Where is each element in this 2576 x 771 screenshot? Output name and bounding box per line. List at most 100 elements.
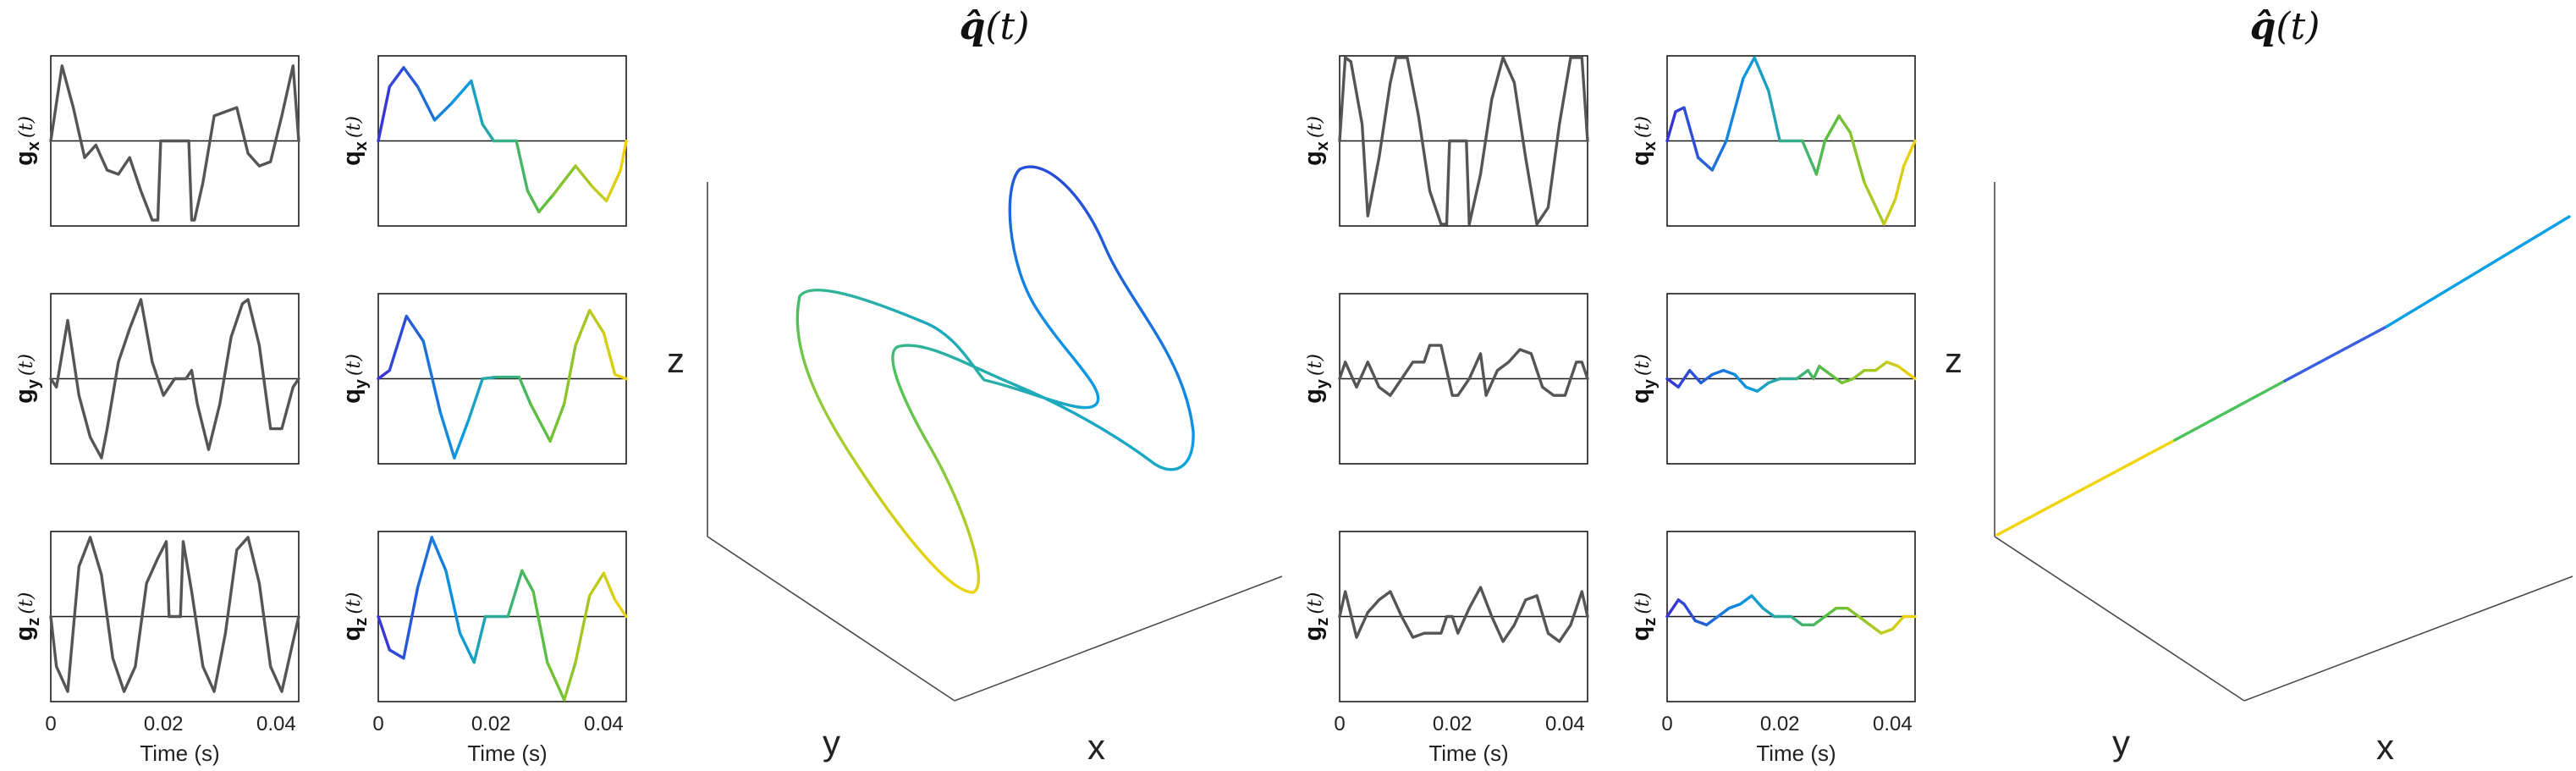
- right-moment-z-segment: [1716, 606, 1731, 619]
- left-moment-x-segment: [402, 66, 420, 89]
- ylabel-arg: (t): [344, 592, 365, 614]
- ylabel-letter: q: [339, 626, 366, 642]
- right-moment-y-segment: [1721, 368, 1737, 377]
- right-gradient-z-xtick: 0.04: [1545, 713, 1585, 735]
- right-moment-y-segment: [1744, 385, 1759, 393]
- right-gradient-x-subplot: gx (t): [1300, 55, 1589, 227]
- left-moment-x-segment: [526, 189, 541, 213]
- ylabel-subscript: x: [352, 141, 371, 151]
- left-moment-z-segment: [574, 594, 592, 664]
- right-moment-x-segment: [1682, 106, 1700, 159]
- right-3d-trajectory-mid: [2283, 325, 2388, 383]
- ylabel-letter: g: [11, 151, 38, 166]
- ylabel-subscript: z: [1641, 618, 1660, 626]
- right-moment-z-segment: [1738, 594, 1753, 606]
- left-moment-y-segment: [548, 402, 566, 443]
- ylabel-letter: q: [1627, 388, 1654, 404]
- right-moment-x-segment: [1801, 139, 1819, 176]
- right-gradient-z-subplot: gz (t) 0 0.02 0.04 Time (s): [1300, 531, 1589, 766]
- left-moment-z-xlabel: Time (s): [467, 741, 547, 766]
- ylabel-letter: q: [1627, 151, 1654, 166]
- right-gradient-z-xlabel: Time (s): [1428, 741, 1508, 766]
- left-moment-y-segment: [613, 372, 628, 381]
- left-moment-z-xtick: 0: [372, 713, 383, 735]
- right-gradient-y-ylabel: gy (t): [1300, 354, 1332, 404]
- left-gradient-z-subplot: gz (t) 0 0.02 0.04 Time (s): [11, 531, 300, 766]
- ylabel-arg: (t): [1632, 592, 1654, 614]
- right-3d-panel: q̂(t) z y x: [1945, 5, 2573, 767]
- right-moment-x-segment: [1710, 139, 1728, 172]
- right-3d-label-y: y: [2112, 723, 2130, 763]
- left-moment-y-segment: [405, 314, 425, 343]
- right-moment-z-xtick: 0.02: [1760, 713, 1800, 735]
- right-moment-z-xtick: 0: [1661, 713, 1672, 735]
- left-moment-z-segment: [388, 648, 405, 660]
- right-moment-z-segment: [1727, 603, 1742, 610]
- right-moment-x-segment: [1893, 164, 1906, 201]
- left-3d-axis-y: [707, 536, 955, 702]
- right-moment-x-segment: [1753, 56, 1770, 93]
- right-moment-y-segment: [1665, 377, 1681, 389]
- right-gradient-x-line: [1338, 56, 1589, 226]
- right-gradient-z-xtick: 0: [1334, 713, 1345, 735]
- ylabel-subscript: z: [1313, 618, 1332, 626]
- left-3d-label-x: x: [1087, 727, 1105, 767]
- right-moment-z-xtick: 0.04: [1873, 713, 1913, 735]
- ylabel-arg: (t): [1632, 354, 1654, 376]
- left-3d-panel: q̂(t) z y x: [667, 5, 1283, 767]
- left-moment-y-segment: [602, 331, 617, 377]
- left-moment-y-segment: [466, 377, 484, 422]
- right-moment-z-segment: [1789, 614, 1804, 627]
- ylabel-letter: g: [1300, 388, 1327, 404]
- left-moment-z-segment: [520, 569, 535, 593]
- right-moment-z-segment: [1812, 614, 1827, 627]
- ylabel-arg: (t): [344, 354, 365, 376]
- right-moment-x-segment: [1902, 139, 1917, 168]
- left-moment-y-segment: [481, 375, 498, 381]
- right-moment-y-segment: [1907, 372, 1917, 381]
- left-3d-trajectory: [795, 165, 1195, 594]
- right-moment-y-segment: [1676, 368, 1692, 389]
- left-moment-x-segment: [591, 184, 608, 203]
- right-3d-trajectory-late: [2173, 379, 2287, 442]
- ylabel-subscript: x: [25, 141, 43, 151]
- left-moment-y-segment: [421, 339, 442, 414]
- right-moment-y-segment: [1852, 368, 1866, 381]
- left-moment-y-segment: [574, 309, 592, 347]
- right-moment-x-segment: [1882, 197, 1897, 226]
- left-moment-x-segment: [551, 164, 577, 197]
- right-moment-x-ylabel: qx (t): [1627, 116, 1660, 166]
- ylabel-arg: (t): [1632, 116, 1654, 138]
- left-moment-z-segment: [416, 536, 433, 589]
- left-moment-z-segment: [377, 614, 392, 652]
- left-moment-x-segment: [574, 164, 594, 189]
- left-moment-x-segment: [432, 102, 454, 122]
- left-gradient-x-ylabel: gx (t): [11, 116, 43, 166]
- left-moment-x-subplot: qx (t): [339, 55, 628, 227]
- ylabel-subscript: y: [352, 378, 371, 388]
- ylabel-letter: q: [1627, 626, 1654, 642]
- right-gradient-y-subplot: gy (t): [1300, 293, 1589, 465]
- right-moment-y-segment: [1874, 361, 1889, 372]
- right-moment-x-segment: [1665, 110, 1677, 143]
- left-moment-x-segment: [481, 123, 496, 143]
- left-gradient-z-line: [49, 536, 300, 693]
- right-moment-y-subplot: qy (t): [1627, 293, 1917, 465]
- left-moment-x-segment: [416, 85, 437, 122]
- right-3d-axis-y: [1994, 536, 2245, 702]
- ylabel-letter: g: [11, 388, 38, 404]
- left-moment-z-segment: [472, 614, 487, 664]
- left-moment-z-segment: [531, 590, 549, 664]
- right-moment-x-segment: [1863, 181, 1886, 226]
- right-moment-z-segment: [1704, 614, 1720, 627]
- left-gradient-y-ylabel: gy (t): [11, 354, 43, 404]
- right-moment-x-segment: [1814, 139, 1827, 176]
- right-3d-label-z: z: [1945, 340, 1962, 380]
- left-moment-x-segment: [377, 85, 392, 143]
- left-moment-y-segment: [517, 375, 532, 405]
- right-moment-z-segment: [1823, 606, 1838, 619]
- right-moment-x-subplot: qx (t): [1627, 55, 1917, 227]
- right-moment-y-segment: [1896, 365, 1912, 377]
- right-moment-y-segment: [1733, 372, 1748, 389]
